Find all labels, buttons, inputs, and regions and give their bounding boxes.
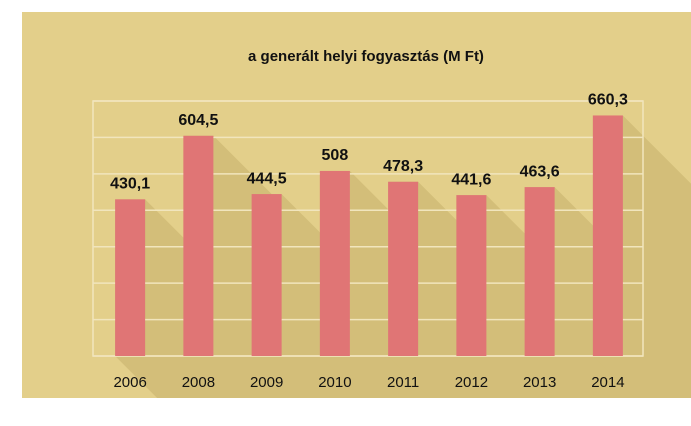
x-tick-label: 2012 xyxy=(455,374,488,391)
x-tick-label: 2013 xyxy=(523,374,556,391)
value-label: 430,1 xyxy=(110,176,150,193)
bar xyxy=(524,187,555,356)
x-tick-label: 2011 xyxy=(387,374,419,391)
bar xyxy=(251,194,282,356)
value-label: 660,3 xyxy=(588,92,628,109)
bar xyxy=(388,181,419,356)
value-label: 441,6 xyxy=(451,171,491,188)
x-tick-label: 2014 xyxy=(591,374,624,391)
chart-title: a generált helyi fogyasztás (M Ft) xyxy=(248,48,484,65)
value-label: 463,6 xyxy=(520,163,560,180)
bar xyxy=(115,199,146,356)
value-label: 444,5 xyxy=(247,170,287,187)
value-label: 478,3 xyxy=(383,158,423,175)
bar xyxy=(592,115,623,356)
value-label: 508 xyxy=(322,147,349,164)
x-tick-label: 2010 xyxy=(318,374,351,391)
x-tick-label: 2009 xyxy=(250,374,283,391)
bar xyxy=(319,170,350,356)
bar xyxy=(183,135,214,356)
x-tick-label: 2008 xyxy=(182,374,215,391)
value-label: 604,5 xyxy=(178,112,218,129)
bar xyxy=(456,195,487,356)
x-tick-label: 2006 xyxy=(113,374,146,391)
